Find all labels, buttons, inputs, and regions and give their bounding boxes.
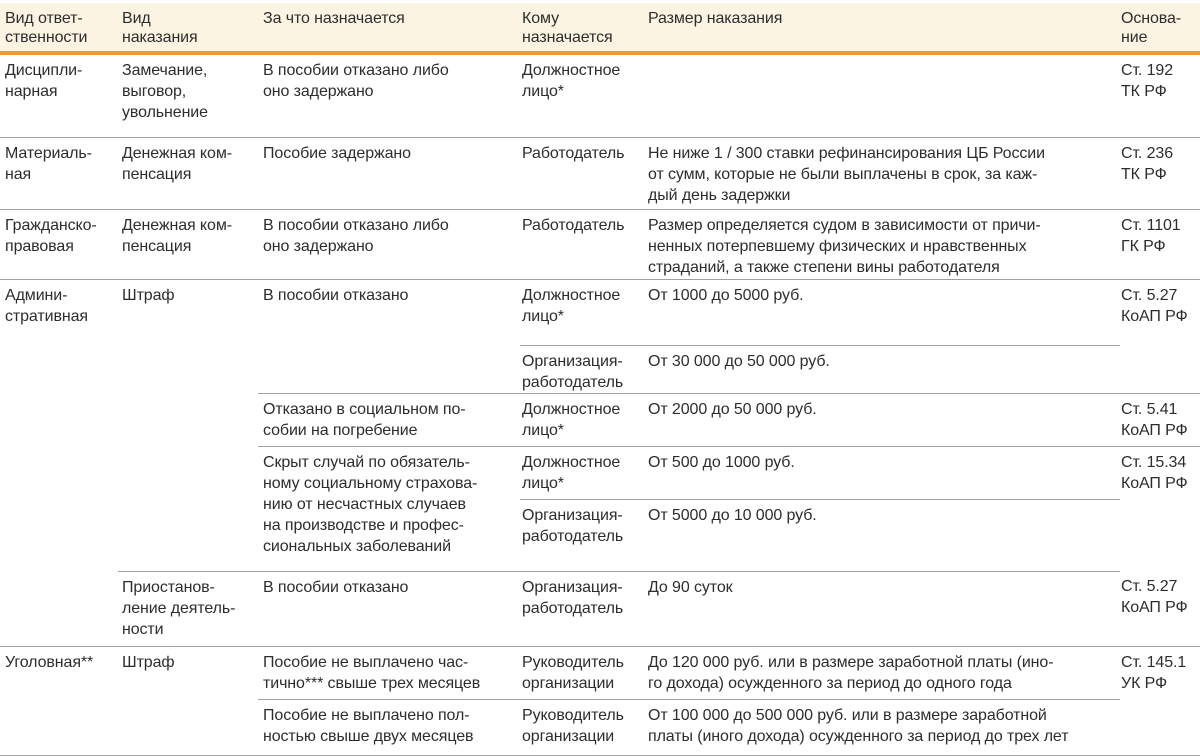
- header-basis: Основа- ние: [1120, 3, 1200, 55]
- cell-target: Руководитель организации: [520, 699, 645, 756]
- cell-size: [645, 53, 1120, 138]
- cell-size: До 90 суток: [645, 571, 1120, 647]
- liability-table: Вид ответ- ственности Вид наказания За ч…: [0, 3, 1200, 756]
- cell-punishment-type: Денежная ком- пенсация: [118, 137, 258, 210]
- cell-target: Работодатель: [520, 209, 645, 280]
- cell-basis: Ст. 145.1 УК РФ: [1120, 646, 1200, 756]
- cell-size: Не ниже 1 / 300 ставки рефинансирования …: [645, 137, 1120, 210]
- cell-size: От 500 до 1000 руб.: [645, 446, 1120, 500]
- cell-basis: Ст. 1101 ГК РФ: [1120, 209, 1200, 280]
- cell-reason: Пособие не выплачено пол- ностью свыше д…: [258, 699, 520, 756]
- header-punishment-type: Вид наказания: [118, 3, 258, 55]
- cell-target: Должностное лицо*: [520, 53, 645, 138]
- cell-size: До 120 000 руб. или в размере заработной…: [645, 646, 1120, 700]
- cell-basis: Ст. 5.27 КоАП РФ: [1120, 571, 1200, 647]
- cell-size: От 5000 до 10 000 руб.: [645, 499, 1120, 572]
- header-assigned-for: За что назначается: [258, 3, 520, 55]
- cell-target: Должностное лицо*: [520, 393, 645, 447]
- cell-target: Должностное лицо*: [520, 279, 645, 346]
- cell-punishment-type: Денежная ком- пенсация: [118, 209, 258, 280]
- cell-target: Работодатель: [520, 137, 645, 210]
- cell-basis: Ст. 15.34 КоАП РФ: [1121, 453, 1188, 492]
- cell-punishment-type: Приостанов- ление деятель- ности: [118, 571, 258, 647]
- cell-size: От 30 000 до 50 000 руб.: [645, 345, 1120, 394]
- cell-reason: В пособии отказано: [258, 571, 520, 647]
- header-assigned-to: Кому назначается: [520, 3, 645, 55]
- table-row: Скрыт случай по обязатель- ному социальн…: [0, 446, 1200, 572]
- table-row: Дисципли- нарная Замечание, выговор, уво…: [0, 53, 1200, 138]
- table-row: Гражданско- правовая Денежная ком- пенса…: [0, 209, 1200, 280]
- header-liability-type: Вид ответ- ственности: [0, 3, 118, 55]
- cell-target: Организация- работодатель: [520, 571, 645, 647]
- table-row: Уголовная** Штраф Пособие не выплачено ч…: [0, 646, 1200, 756]
- cell-reason: Скрыт случай по обязатель- ному социальн…: [258, 446, 520, 572]
- table-row: Отказано в социальном по- собии на погре…: [0, 393, 1200, 447]
- cell-reason: В пособии отказано либо оно задержано: [258, 209, 520, 280]
- cell-liability-type: Уголовная**: [0, 646, 118, 756]
- cell-liability-type: Админи- стративная: [0, 279, 118, 647]
- header-punishment-size: Размер наказания: [645, 3, 1120, 55]
- cell-size: От 1000 до 5000 руб.: [645, 279, 1120, 346]
- cell-liability-type: Гражданско- правовая: [0, 209, 118, 280]
- cell-target: Организация- работодатель: [520, 345, 645, 394]
- cell-size: От 2000 до 50 000 руб.: [645, 393, 1120, 447]
- cell-basis: Ст. 5.41 КоАП РФ: [1120, 393, 1200, 447]
- cell-size: Размер определяется судом в зависимости …: [645, 209, 1120, 280]
- cell-target: Руководитель организации: [520, 646, 645, 700]
- cell-reason: В пособии отказано либо оно задержано: [258, 53, 520, 138]
- cell-reason: Отказано в социальном по- собии на погре…: [258, 393, 520, 447]
- table-row: Приостанов- ление деятель- ности В пособ…: [0, 571, 1200, 647]
- cell-liability-type: Дисципли- нарная: [0, 53, 118, 138]
- cell-basis: Ст. 192 ТК РФ: [1120, 53, 1200, 138]
- cell-reason: Пособие задержано: [258, 137, 520, 210]
- cell-liability-type: Материаль- ная: [0, 137, 118, 210]
- table-row: Организация- работодатель От 5000 до 10 …: [0, 499, 1200, 572]
- cell-size: От 100 000 до 500 000 руб. или в размере…: [645, 699, 1120, 756]
- table-row: Организация- работодатель От 30 000 до 5…: [0, 345, 1200, 394]
- table-row: Админи- стративная Штраф В пособии отказ…: [0, 279, 1200, 647]
- cell-reason: Пособие не выплачено час- тично*** свыше…: [258, 646, 520, 700]
- cell-reason: В пособии отказано: [258, 279, 520, 394]
- cell-punishment-type: Замечание, выговор, увольнение: [118, 53, 258, 138]
- cell-basis: Ст. 5.27 КоАП РФ: [1120, 279, 1200, 394]
- header-row: Вид ответ- ственности Вид наказания За ч…: [0, 3, 1200, 55]
- cell-target: Должностное лицо*: [520, 446, 645, 500]
- cell-punishment-type: Штраф: [118, 279, 258, 572]
- cell-target: Организация- работодатель: [520, 499, 645, 572]
- cell-basis: Ст. 236 ТК РФ: [1120, 137, 1200, 210]
- cell-punishment-type: Штраф: [118, 646, 258, 756]
- table-row: Материаль- ная Денежная ком- пенсация По…: [0, 137, 1200, 210]
